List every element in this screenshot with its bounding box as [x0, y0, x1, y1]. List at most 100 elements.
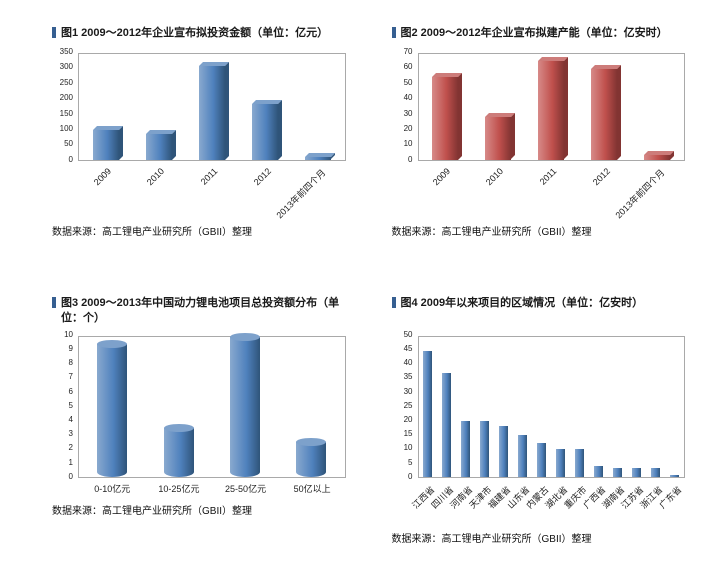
bar-slot — [532, 337, 551, 477]
bar-slot — [570, 337, 589, 477]
x-axis: 江西省 四川省 河南省 天津市 福建省 山东省 内蒙古 湖北省 重庆市 广西省 湖南省 江苏省 浙江省广… — [410, 478, 686, 524]
title-accent-bar — [52, 27, 56, 38]
bar — [670, 475, 680, 477]
y-tick-label: 20 — [403, 415, 413, 425]
y-tick-label: 50 — [64, 139, 73, 149]
bar-side-face — [277, 99, 282, 160]
source-note: 数据来源：高工锂电产业研究所（GBII）整理 — [52, 226, 253, 238]
chart-title-text: 图3 2009～2013年中国动力锂电池项目总投资额分布（单位：个） — [61, 296, 340, 324]
bar — [613, 468, 623, 477]
source-note: 数据来源：高工锂电产业研究所（GBII）整理 — [52, 505, 253, 517]
bar — [163, 423, 194, 477]
chart-title-text: 图4 2009年以来项目的区域情况（单位：亿安时） — [400, 296, 644, 309]
y-tick-label: 2 — [68, 443, 73, 453]
bar — [229, 332, 260, 477]
plot-row: 0 5 10 15 20 25 30 35 40 45 50 — [392, 330, 685, 480]
plot-area — [417, 335, 685, 478]
bar-slot — [291, 54, 344, 160]
bar-slot — [646, 337, 665, 477]
bar-slot — [475, 337, 494, 477]
bar — [651, 468, 661, 477]
bar-cap — [229, 332, 260, 341]
x-tick-label: 50亿以上 — [293, 483, 331, 494]
bar — [251, 99, 282, 160]
title-accent-bar — [391, 27, 396, 38]
bar — [644, 151, 675, 160]
y-tick-label: 350 — [59, 46, 73, 56]
bar-slot — [456, 337, 475, 477]
bar-slot — [665, 337, 684, 477]
y-tick-label: 40 — [403, 93, 413, 103]
bar — [304, 153, 335, 160]
bar — [92, 125, 123, 160]
x-tick-label: 2010 — [484, 165, 506, 188]
bar-slot — [578, 54, 631, 160]
x-slot: 50亿以上 — [279, 478, 346, 496]
bar — [591, 65, 622, 160]
chart-figure-2: 图2 2009～2012年企业宣布拟建产能（单位：亿安时） 0 10 20 30 40 5… — [391, 26, 686, 238]
bar-side-face — [118, 125, 123, 160]
chart-title-text: 图1 2009～2012年企业宣布拟投资金额（单位：亿元） — [61, 27, 329, 39]
title-accent-bar — [391, 296, 396, 308]
bar — [518, 434, 528, 477]
y-tick-label: 45 — [403, 344, 413, 354]
y-axis: 0 1 2 3 4 5 6 7 8 9 10 — [52, 330, 78, 481]
bar-slot — [494, 337, 513, 477]
y-tick-label: 50 — [403, 77, 413, 87]
x-slot: 2011 — [186, 161, 239, 217]
bar — [97, 339, 128, 477]
y-tick-label: 0 — [68, 154, 73, 164]
bar — [485, 113, 516, 160]
chart-title: 图4 2009年以来项目的区域情况（单位：亿安时） — [391, 296, 686, 326]
y-tick-label: 15 — [403, 429, 413, 439]
y-tick-label: 150 — [59, 108, 73, 118]
x-slot: 2010 — [132, 161, 185, 217]
bar-side-face — [171, 130, 176, 160]
y-tick-label: 7 — [68, 372, 73, 382]
x-slot: 25-50亿元 — [212, 478, 279, 496]
x-slot: 2011 — [525, 161, 578, 217]
x-slot: 2013年前四个月 — [274, 161, 345, 220]
bar-side-face — [224, 61, 229, 160]
chart-figure-3: 图3 2009～2013年中国动力锂电池项目总投资额分布（单位：个） 0 1 2 3 4… — [52, 296, 346, 545]
x-slot: 2010 — [472, 161, 525, 217]
bar-slot — [551, 337, 570, 477]
x-slot: 广东省 — [658, 478, 685, 524]
bar-cap — [97, 339, 128, 348]
chart-title: 图3 2009～2013年中国动力锂电池项目总投资额分布（单位：个） — [52, 296, 346, 326]
x-tick-label: 2011 — [538, 165, 559, 187]
y-axis: 0 5 10 15 20 25 30 35 40 45 50 — [392, 330, 418, 480]
bar — [432, 72, 463, 160]
y-tick-label: 3 — [68, 429, 73, 439]
bar-slot — [513, 337, 532, 477]
y-tick-label: 60 — [403, 62, 413, 72]
y-tick-label: 40 — [403, 358, 413, 368]
source-note: 数据来源：高工锂电产业研究所（GBII）整理 — [391, 226, 592, 238]
chart-title: 图2 2009～2012年企业宣布拟建产能（单位：亿安时） — [391, 26, 686, 41]
bar — [145, 130, 176, 160]
y-axis: 0 50 100 150 200 250 300 350 — [52, 47, 78, 164]
y-tick-label: 50 — [403, 329, 413, 339]
bar-slot — [185, 54, 238, 160]
y-tick-label: 0 — [68, 471, 73, 481]
bar — [575, 448, 585, 477]
bar — [556, 448, 566, 477]
x-tick-label: 10-25亿元 — [158, 483, 200, 494]
x-slot: 10-25亿元 — [146, 478, 213, 496]
bar-slot — [419, 337, 438, 477]
y-tick-label: 5 — [408, 457, 413, 467]
x-tick-label: 2012 — [590, 165, 613, 188]
x-tick-label: 2011 — [198, 165, 220, 187]
bar — [499, 426, 509, 477]
x-slot: 2009 — [79, 161, 132, 217]
y-tick-label: 5 — [68, 400, 73, 410]
bar-slot — [238, 54, 291, 160]
y-tick-label: 25 — [403, 400, 413, 410]
chart-title: 图1 2009～2012年企业宣布拟投资金额（单位：亿元） — [52, 26, 346, 41]
bar-slot — [472, 54, 525, 160]
y-tick-label: 30 — [403, 108, 413, 118]
bar-cap — [296, 437, 327, 446]
bar — [296, 437, 327, 477]
bar — [442, 373, 452, 477]
